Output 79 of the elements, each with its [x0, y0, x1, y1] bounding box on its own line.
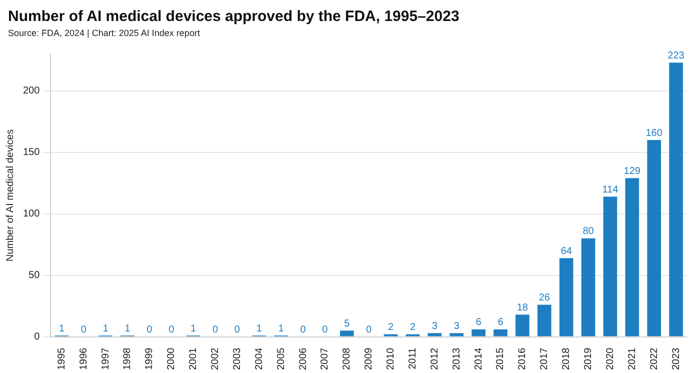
x-tick-label: 1996 — [78, 347, 90, 370]
bar — [647, 140, 661, 336]
x-tick-label: 2014 — [473, 347, 484, 370]
data-label: 0 — [146, 324, 153, 336]
bar — [537, 304, 552, 336]
data-label: 6 — [476, 317, 482, 328]
x-tick-label: 2018 — [561, 347, 572, 370]
y-axis-title: Number of AI medical devices — [4, 129, 16, 262]
data-label: 1 — [190, 323, 197, 334]
bar — [669, 62, 683, 336]
x-tick-label: 2015 — [495, 347, 506, 370]
x-tick-label: 2012 — [429, 347, 440, 370]
data-label: 18 — [516, 302, 528, 314]
data-label: 1 — [278, 323, 284, 334]
data-label: 1 — [58, 323, 65, 334]
x-tick-label: 2021 — [626, 347, 638, 370]
data-label: 0 — [300, 324, 306, 336]
data-label: 0 — [366, 324, 372, 336]
data-label: 3 — [454, 320, 460, 332]
data-label: 0 — [212, 324, 218, 336]
x-tick-label: 2007 — [320, 347, 331, 370]
y-tick-label: 200 — [22, 86, 40, 97]
y-tick-label: 150 — [22, 147, 40, 158]
bar — [559, 258, 574, 336]
bar — [450, 333, 464, 336]
x-tick-label: 2005 — [276, 347, 287, 370]
x-tick-label: 2000 — [166, 347, 178, 370]
chart-title: Number of AI medical devices approved by the FDA, 1995–2023 — [8, 8, 460, 25]
data-label: 64 — [560, 246, 572, 257]
data-label: 1 — [102, 323, 109, 334]
data-label: 2 — [388, 322, 394, 334]
x-tick-label: 1995 — [56, 347, 68, 370]
data-label: 2 — [410, 322, 416, 334]
x-tick-label: 2002 — [210, 347, 221, 370]
y-tick-label: 50 — [28, 270, 40, 282]
bar — [472, 329, 486, 336]
x-tick-label: 2017 — [539, 347, 550, 370]
data-label: 0 — [80, 324, 87, 336]
x-tick-label: 1997 — [100, 347, 112, 370]
bar — [516, 314, 530, 336]
x-tick-label: 1998 — [122, 347, 134, 370]
x-tick-label: 2006 — [298, 347, 309, 370]
x-tick-label: 2022 — [648, 347, 660, 370]
data-label: 114 — [602, 184, 619, 196]
data-label: 6 — [498, 317, 504, 328]
bar — [603, 196, 618, 336]
data-label: 5 — [344, 318, 350, 330]
data-label: 3 — [432, 320, 438, 332]
x-tick-label: 2010 — [386, 347, 397, 370]
x-tick-label: 2001 — [188, 347, 200, 370]
data-label: 0 — [168, 324, 175, 336]
y-tick-label: 100 — [22, 208, 40, 220]
bar — [581, 238, 596, 336]
x-tick-label: 2009 — [364, 347, 375, 370]
x-tick-label: 1999 — [144, 347, 156, 370]
x-tick-label: 2003 — [232, 347, 243, 370]
data-label: 0 — [322, 324, 328, 336]
x-tick-label: 2016 — [517, 347, 528, 370]
x-tick-label: 2020 — [604, 347, 616, 370]
x-tick-label: 2019 — [583, 347, 594, 370]
bar — [340, 330, 354, 336]
x-tick-label: 2008 — [342, 347, 353, 370]
bar — [494, 329, 508, 336]
data-label: 1 — [256, 323, 262, 334]
data-label: 223 — [668, 50, 685, 62]
data-label: 160 — [646, 128, 663, 139]
x-tick-label: 2023 — [670, 347, 682, 370]
x-tick-label: 2004 — [254, 347, 265, 370]
chart-subtitle: Source: FDA, 2024 | Chart: 2025 AI Index report — [8, 28, 200, 38]
bar — [428, 333, 442, 336]
data-label: 1 — [124, 323, 131, 334]
y-tick-label: 0 — [34, 332, 40, 343]
bar — [625, 178, 640, 336]
data-label: 26 — [538, 292, 550, 304]
data-label: 129 — [624, 166, 641, 177]
data-label: 80 — [582, 226, 594, 238]
x-tick-label: 2013 — [451, 347, 462, 370]
data-label: 0 — [234, 324, 240, 336]
x-tick-label: 2011 — [407, 347, 418, 370]
